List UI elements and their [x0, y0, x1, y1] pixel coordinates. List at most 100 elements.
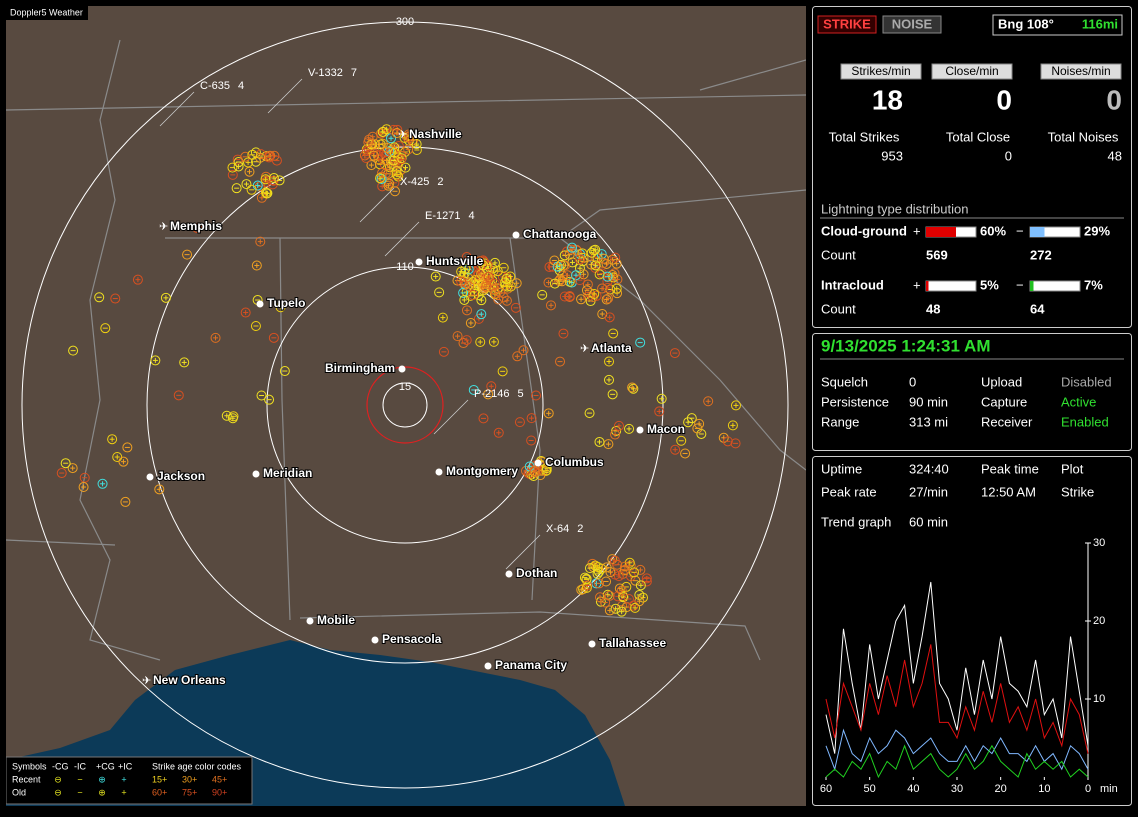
total-value: 0	[1005, 148, 1012, 163]
strike-symbol	[594, 578, 605, 589]
strike-symbol	[594, 436, 605, 447]
strike-button[interactable]	[817, 15, 877, 34]
legend-box	[6, 756, 253, 805]
strike-symbol	[465, 317, 476, 328]
status-label: Squelch	[821, 374, 868, 389]
type-name: Cloud-ground	[821, 223, 907, 238]
trend-line	[825, 581, 1089, 754]
strike-symbol	[389, 147, 400, 158]
pct-label: 60%	[980, 223, 1006, 238]
city-dot	[435, 468, 443, 476]
city-dot	[398, 365, 406, 373]
stat-value: 324:40	[909, 461, 949, 476]
strike-symbol	[676, 435, 687, 446]
status-label: Upload	[981, 374, 1022, 389]
stat-label: Plot	[1061, 461, 1084, 476]
strike-symbol	[179, 357, 190, 368]
legend-age: 60+	[152, 787, 167, 797]
strike-symbol	[231, 183, 242, 194]
type-name: Intracloud	[821, 277, 884, 292]
counts: Strikes/min 18 Total Strikes 953 Close/min 0 T…	[829, 63, 1122, 163]
y-tick-label: 10	[1093, 693, 1105, 705]
legend-symbol: ⊕	[98, 774, 106, 784]
storm-track	[267, 78, 303, 114]
strike-symbol	[497, 366, 508, 377]
strike-symbol	[727, 420, 738, 431]
strike-symbol	[391, 169, 402, 180]
city-label: Montgomery	[446, 464, 518, 478]
strike-symbol	[107, 434, 118, 445]
strike-symbol	[531, 390, 542, 401]
city-dot	[306, 617, 314, 625]
city-label: Dothan	[516, 566, 557, 580]
strike-symbol	[227, 162, 238, 173]
divider	[806, 6, 812, 806]
storm-count: 2	[577, 523, 583, 535]
city-label: Meridian	[263, 466, 312, 480]
distribution-title: Lightning type distribution	[821, 201, 968, 216]
city-label: Birmingham	[325, 361, 395, 375]
strike-symbol	[610, 429, 621, 440]
strike-symbol	[94, 292, 105, 303]
strike-symbol	[584, 563, 595, 574]
strike-symbol	[722, 436, 733, 447]
strike-symbol	[628, 383, 639, 394]
strike-symbol	[150, 355, 161, 366]
strike-symbol	[481, 279, 492, 290]
strike-symbol	[483, 389, 494, 400]
strike-symbol	[377, 167, 388, 178]
strike-symbol	[279, 366, 290, 377]
strike-symbol	[411, 139, 422, 150]
strike-symbol	[246, 184, 257, 195]
strike-symbol	[261, 188, 272, 199]
strike-symbol	[564, 276, 575, 287]
legend-type: +CG	[96, 761, 115, 771]
strike-symbol	[396, 154, 407, 165]
strike-symbol	[602, 589, 613, 600]
rate-value: 0	[996, 84, 1012, 115]
rate-label: Noises/min	[1051, 64, 1110, 78]
strike-symbol	[154, 484, 165, 495]
strike-button-label: STRIKE	[823, 16, 871, 31]
strike-symbol	[686, 413, 697, 424]
strike-symbol	[618, 592, 629, 603]
strike-symbol	[703, 396, 714, 407]
noise-button[interactable]	[882, 15, 942, 34]
strike-symbol	[595, 592, 606, 603]
total-label: Total Close	[946, 129, 1010, 144]
strike-symbol	[160, 292, 171, 303]
trend-line	[825, 744, 1089, 779]
strike-symbol	[601, 294, 612, 305]
strike-symbol	[391, 128, 402, 139]
strike-symbol	[555, 356, 566, 367]
status-value: 90 min	[909, 394, 948, 409]
strike-symbol	[498, 262, 509, 273]
status-value: 0	[909, 374, 916, 389]
trend-graph: 10 20 30 60 50 40 30 20 10 0 min	[820, 537, 1118, 795]
pct-label: 5%	[980, 277, 999, 292]
strike-symbol	[68, 345, 79, 356]
strike-symbol	[118, 456, 129, 467]
bearing-box	[992, 14, 1123, 36]
x-tick-label: 40	[907, 783, 919, 795]
strike-symbol	[434, 287, 445, 298]
strike-symbol	[110, 293, 121, 304]
strike-symbol	[376, 173, 387, 184]
strike-symbol	[492, 266, 503, 277]
strike-symbol	[526, 413, 537, 424]
strike-symbol	[437, 312, 448, 323]
rate-value: 0	[1106, 84, 1122, 115]
city-dot	[636, 426, 644, 434]
stat-label: Uptime	[821, 461, 862, 476]
city-label: Tallahassee	[599, 636, 666, 650]
state-lines	[6, 39, 806, 661]
trend-line	[825, 644, 1089, 754]
strike-symbol	[680, 448, 691, 459]
strike-symbol	[609, 555, 620, 566]
status-label: Persistence	[821, 394, 889, 409]
strike-symbol	[586, 247, 597, 258]
legend-symbol: −	[77, 774, 82, 784]
legend-age-title: Strike age color codes	[152, 761, 242, 771]
strike-symbol	[624, 423, 635, 434]
strike-symbol	[581, 582, 592, 593]
